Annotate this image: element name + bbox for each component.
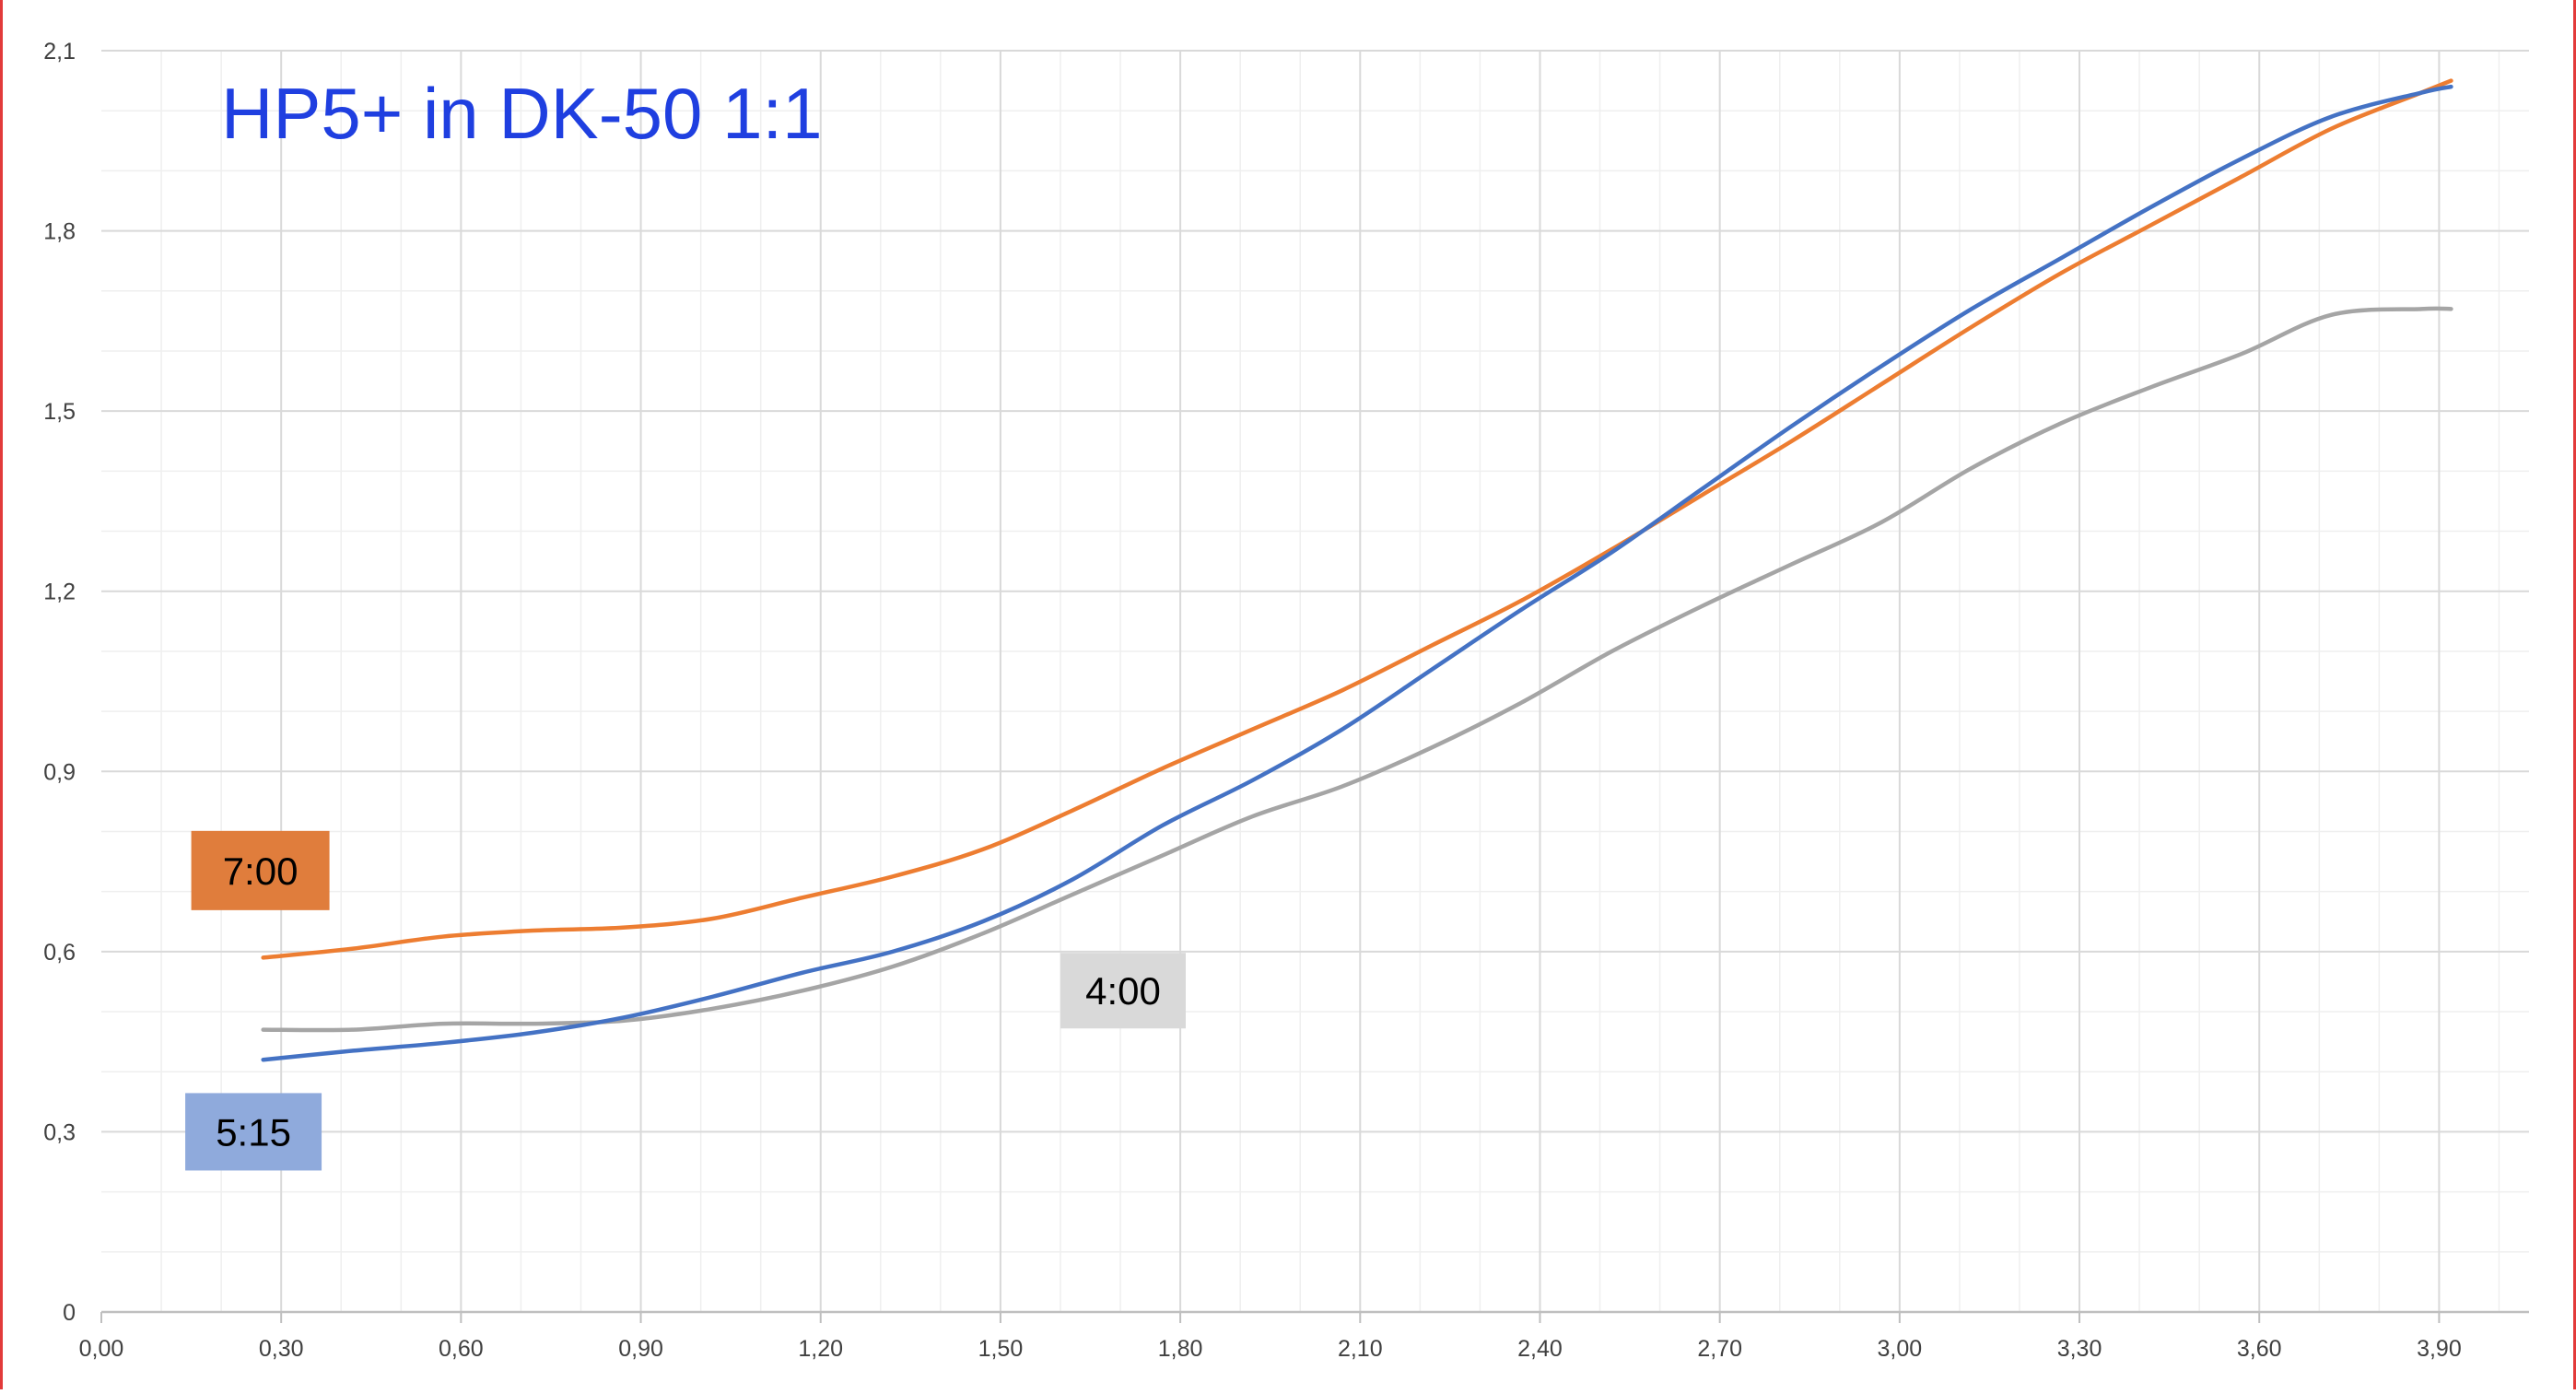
series-lines xyxy=(261,78,2453,1062)
x-tick-label: 3,90 xyxy=(2417,1336,2462,1362)
x-tick-label: 1,20 xyxy=(798,1336,843,1362)
series-labels: 7:00 4:00 5:15 xyxy=(185,830,1186,1171)
series-line-700 xyxy=(261,78,2453,960)
x-tick-label: 3,00 xyxy=(1878,1336,1923,1362)
y-tick-label: 0 xyxy=(63,1300,76,1326)
right-edge-border xyxy=(2573,0,2576,1389)
series-line-400 xyxy=(261,306,2453,1033)
y-tick-label: 1,5 xyxy=(43,399,76,425)
chart-title: HP5+ in DK-50 1:1 xyxy=(221,73,823,154)
x-tick-label: 0,90 xyxy=(618,1336,663,1362)
series-line-515 xyxy=(261,84,2453,1062)
y-tick-label: 0,3 xyxy=(43,1119,76,1145)
y-tick-label: 0,6 xyxy=(43,940,76,966)
x-tick-label: 2,40 xyxy=(1517,1336,1563,1362)
x-tick-label: 2,10 xyxy=(1338,1336,1383,1362)
x-tick-label: 2,70 xyxy=(1697,1336,1742,1362)
x-tick-label: 1,80 xyxy=(1158,1336,1203,1362)
x-tick-label: 3,60 xyxy=(2237,1336,2282,1362)
series-label-text: 5:15 xyxy=(216,1110,291,1154)
series-label-box xyxy=(1060,953,1186,1029)
y-tick-label: 1,2 xyxy=(43,580,76,605)
x-tick-label: 1,50 xyxy=(978,1336,1024,1362)
series-label-text: 7:00 xyxy=(223,849,299,893)
y-tick-label: 0,9 xyxy=(43,759,76,785)
left-edge-border xyxy=(0,0,3,1389)
grid xyxy=(101,50,2529,1312)
series-label-box xyxy=(185,1093,322,1171)
x-tick-label: 0,00 xyxy=(79,1336,124,1362)
x-tick-label: 3,30 xyxy=(2057,1336,2102,1362)
series-label-box xyxy=(191,830,330,910)
series-label-515: 5:15 xyxy=(185,1093,322,1171)
y-tick-label: 1,8 xyxy=(43,219,76,245)
series-label-700: 7:00 xyxy=(191,830,330,910)
axes: 0,00 0,30 0,60 0,90 1,20 1,50 1,80 2,10 2,40 2,70… xyxy=(43,39,2529,1362)
x-tick-label: 0,30 xyxy=(259,1336,304,1362)
series-label-400: 4:00 xyxy=(1060,953,1186,1029)
series-label-text: 4:00 xyxy=(1085,969,1161,1013)
x-tick-label: 0,60 xyxy=(439,1336,484,1362)
y-tick-label: 2,1 xyxy=(43,39,76,64)
